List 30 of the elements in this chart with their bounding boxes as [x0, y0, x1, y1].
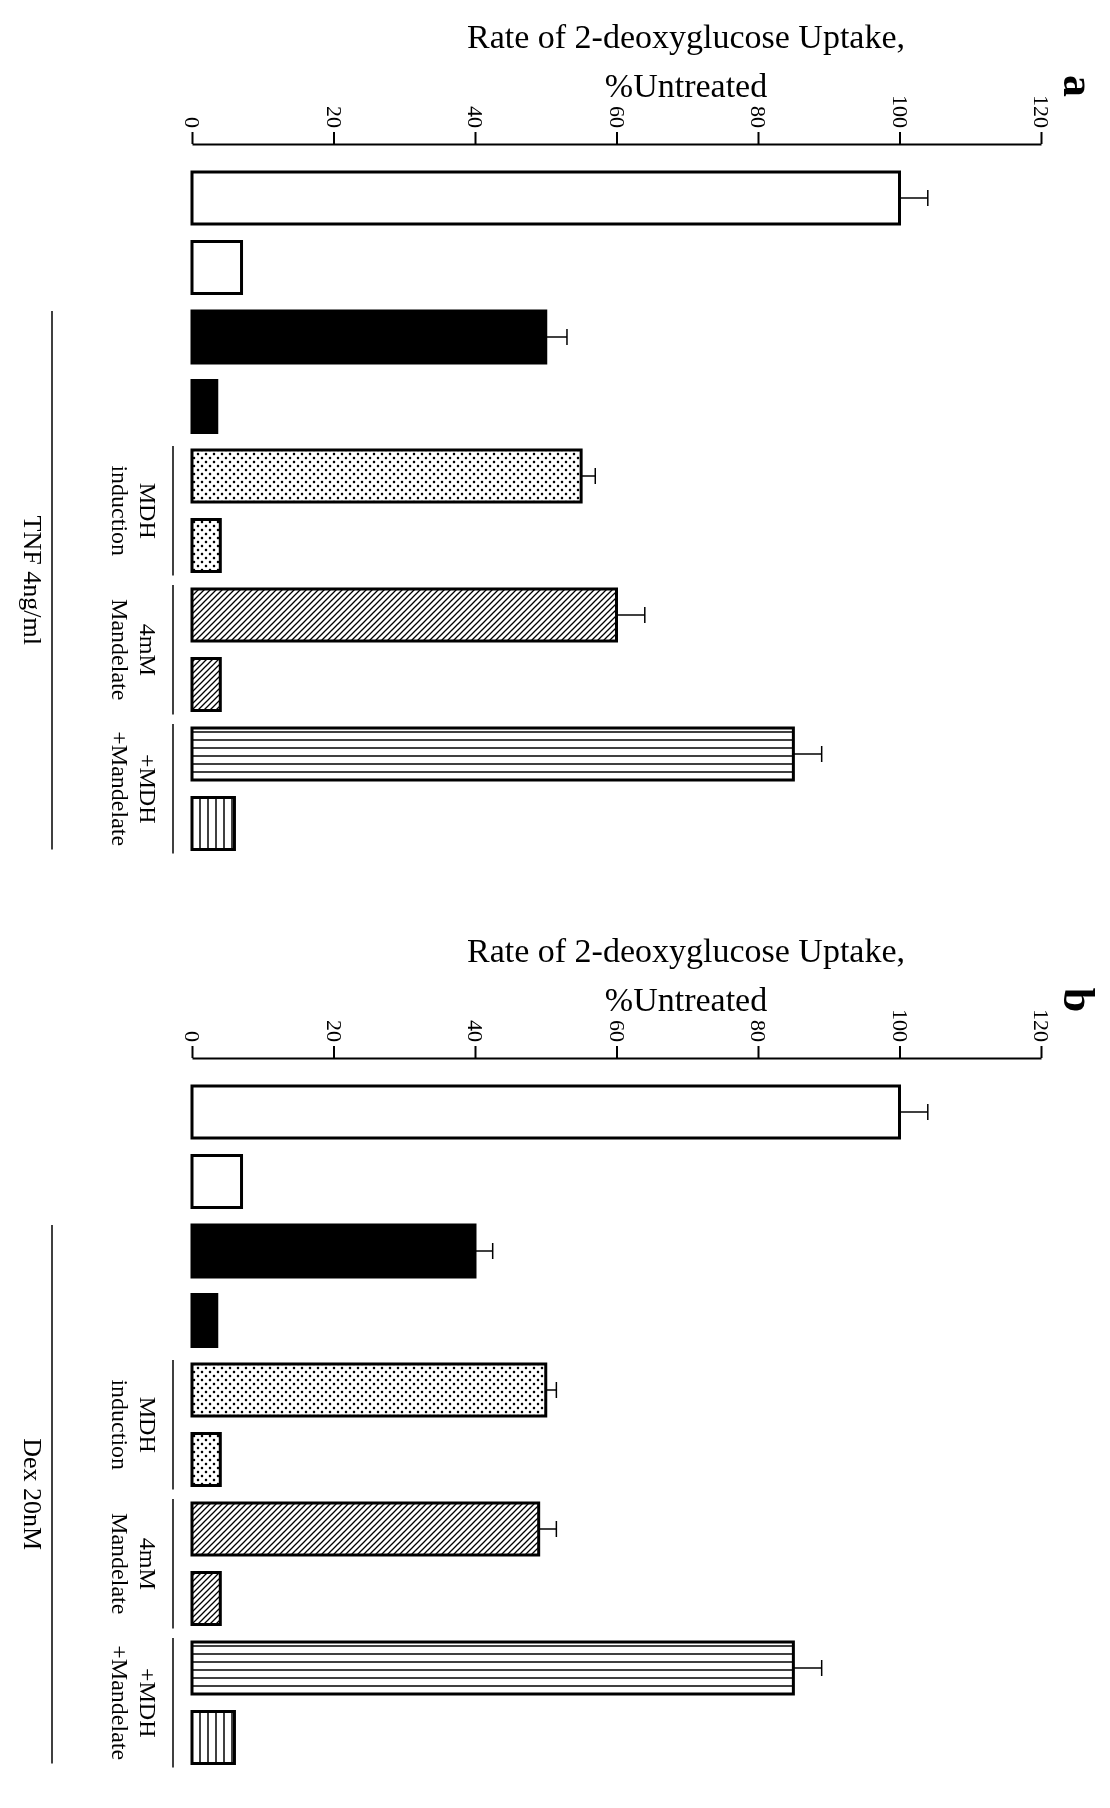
text: Dex 20nM: [17, 1438, 47, 1551]
y-tick-label: +MDH +Mandelate: [107, 731, 161, 847]
bar: [190, 1710, 236, 1765]
x-tick-label: 0: [180, 1031, 205, 1042]
x-tick-label: 60: [604, 106, 630, 128]
x-tick-label: 100: [887, 1009, 913, 1042]
bar: [190, 1432, 222, 1487]
bar: [190, 518, 222, 573]
bar: [190, 657, 222, 712]
x-tick-label: 60: [604, 1020, 630, 1042]
chart-title: a: [1053, 75, 1103, 97]
x-tick-label: 120: [1029, 1009, 1054, 1042]
text: TNF 4ng/ml: [17, 515, 47, 645]
bar: [190, 796, 236, 851]
y-tick-label: 4mM Mandelate: [107, 1513, 161, 1615]
x-tick-label: 100: [887, 95, 913, 128]
y-tick-label: MDH induction: [107, 465, 161, 557]
y-tick-label: MDH induction: [107, 1379, 161, 1471]
y-tick-label: 4mM Mandelate: [107, 599, 161, 701]
chart-title: b: [1053, 987, 1103, 1013]
x-tick-label: 120: [1029, 95, 1054, 128]
x-tick-label: 40: [463, 1020, 488, 1042]
x-tick-label: 20: [321, 106, 347, 128]
x-tick-label: 80: [746, 106, 771, 128]
x-tick-label: 40: [463, 106, 488, 128]
y-tick-label: +MDH +Mandelate: [107, 1645, 161, 1761]
x-tick-label: 20: [321, 1020, 347, 1042]
bar: [190, 1571, 222, 1626]
x-tick-label: 80: [746, 1020, 771, 1042]
x-tick-label: 0: [180, 117, 205, 128]
